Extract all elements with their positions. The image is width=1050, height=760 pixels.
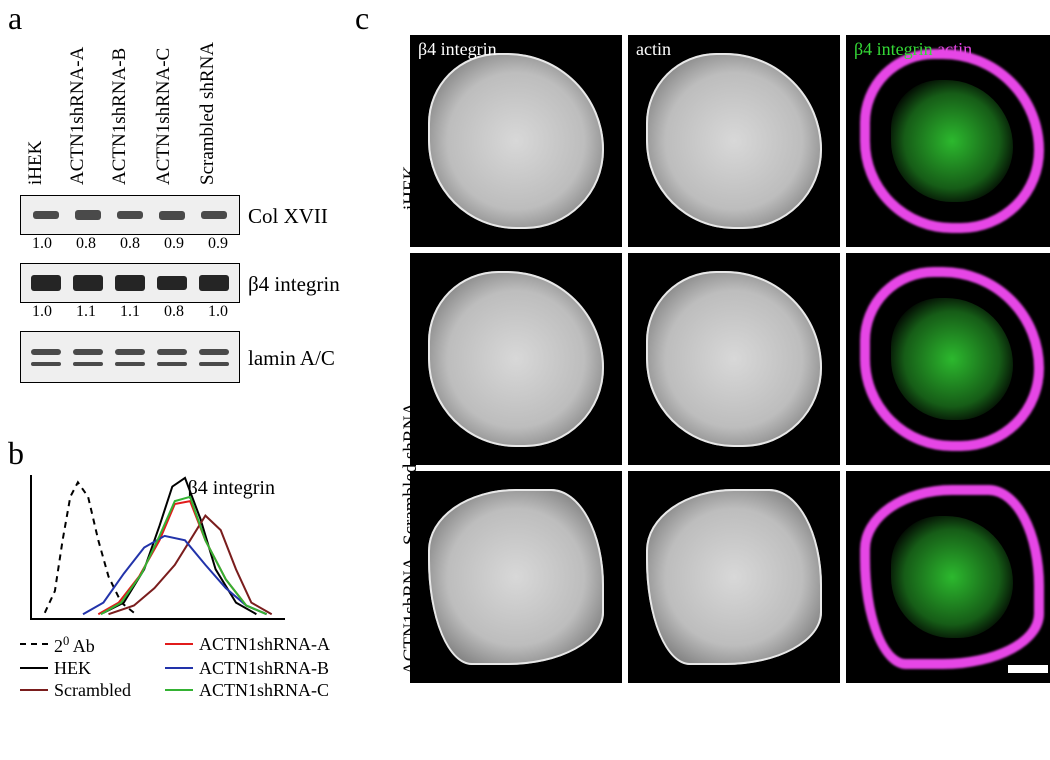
blot-band bbox=[31, 362, 61, 366]
legend-item: ACTN1shRNA-B bbox=[165, 657, 345, 679]
legend-swatch bbox=[165, 689, 193, 691]
blot-band bbox=[159, 211, 185, 220]
blot-band bbox=[73, 349, 103, 355]
legend-swatch bbox=[165, 667, 193, 669]
blot-label: lamin A/C bbox=[248, 346, 335, 371]
blot-band bbox=[73, 362, 103, 366]
microscopy-panel: actin bbox=[628, 35, 840, 247]
legend-label: ACTN1shRNA-A bbox=[199, 633, 330, 655]
blot-band bbox=[115, 275, 145, 291]
facs-legend: 20 Ab ACTN1shRNA-A HEK ACTN1shRNA-B Scramble… bbox=[20, 630, 345, 701]
blot-quant-value: 1.0 bbox=[32, 235, 52, 253]
microscopy-grid: β4 integrin actin β4 integrin actin bbox=[410, 35, 1050, 683]
legend-swatch bbox=[20, 689, 48, 691]
blot-band bbox=[31, 275, 61, 291]
blot-box bbox=[20, 195, 240, 235]
legend-label: ACTN1shRNA-B bbox=[199, 657, 329, 679]
facs-plot-frame: β4 integrin bbox=[30, 475, 285, 620]
microscopy-panel bbox=[628, 471, 840, 683]
legend-label: Scrambled bbox=[54, 679, 131, 701]
legend-item: HEK bbox=[20, 657, 165, 679]
blot-quant-value: 1.1 bbox=[120, 303, 140, 321]
blot-band bbox=[157, 276, 187, 290]
microscopy-panel bbox=[410, 253, 622, 465]
blot-band bbox=[199, 275, 229, 291]
legend-label: ACTN1shRNA-C bbox=[199, 679, 329, 701]
legend-label: 20 Ab bbox=[54, 630, 95, 657]
blot-band bbox=[33, 211, 59, 219]
blot-band bbox=[157, 349, 187, 355]
blot-band bbox=[117, 211, 143, 219]
lane-label: ACTN1shRNA-A bbox=[67, 47, 89, 185]
blot-box bbox=[20, 263, 240, 303]
lane-label: ACTN1shRNA-C bbox=[153, 48, 175, 185]
blot-quant-row: 1.0 0.8 0.8 0.9 0.9 bbox=[20, 235, 240, 253]
blot-colxvii-section: Col XVII1.00.80.80.90.9 bbox=[20, 195, 240, 253]
lane-label: ACTN1shRNA-B bbox=[109, 48, 131, 185]
blot-quant-value: 0.8 bbox=[76, 235, 96, 253]
legend-item: Scrambled bbox=[20, 679, 165, 701]
blot-lamin-section: lamin A/C bbox=[20, 331, 240, 383]
blot-quant-value: 1.0 bbox=[208, 303, 228, 321]
blot-b4integrin-section: β4 integrin1.01.11.10.81.0 bbox=[20, 263, 240, 321]
microscopy-panel bbox=[846, 253, 1050, 465]
microscopy-panel: β4 integrin actin bbox=[846, 35, 1050, 247]
legend-label: HEK bbox=[54, 657, 91, 679]
blot-band bbox=[199, 362, 229, 366]
legend-swatch bbox=[20, 643, 48, 645]
facs-curves-svg bbox=[32, 475, 287, 620]
microscopy-panel bbox=[846, 471, 1050, 683]
blot-label: β4 integrin bbox=[248, 272, 340, 297]
legend-item: ACTN1shRNA-C bbox=[165, 679, 345, 701]
blot-box bbox=[20, 331, 240, 383]
blot-band bbox=[31, 349, 61, 355]
legend-swatch bbox=[20, 667, 48, 669]
facs-curve bbox=[109, 516, 272, 615]
legend-item: ACTN1shRNA-A bbox=[165, 630, 345, 657]
scale-bar bbox=[1008, 665, 1048, 673]
facs-curve bbox=[98, 501, 266, 614]
microscopy-col-label: actin bbox=[636, 39, 671, 60]
blot-quant-value: 0.9 bbox=[164, 235, 184, 253]
lane-label: Scrambled shRNA bbox=[197, 42, 219, 185]
panel-letter-a: a bbox=[8, 0, 22, 37]
panel-letter-c: c bbox=[355, 0, 369, 37]
blot-band bbox=[157, 362, 187, 366]
microscopy-panel bbox=[628, 253, 840, 465]
lane-labels-container: iHEK ACTN1shRNA-A ACTN1shRNA-B ACTN1shRNA-C… bbox=[25, 30, 275, 190]
microscopy-panel bbox=[410, 471, 622, 683]
panel-letter-b: b bbox=[8, 435, 24, 472]
blot-quant-value: 0.8 bbox=[164, 303, 184, 321]
blot-band bbox=[201, 211, 227, 219]
legend-item: 20 Ab bbox=[20, 630, 165, 657]
blot-band bbox=[73, 275, 103, 291]
blot-quant-value: 0.9 bbox=[208, 235, 228, 253]
lane-label: iHEK bbox=[25, 141, 47, 185]
blot-band bbox=[199, 349, 229, 355]
blot-quant-value: 1.1 bbox=[76, 303, 96, 321]
microscopy-col-label: β4 integrin bbox=[418, 39, 497, 60]
facs-curve bbox=[101, 497, 267, 614]
legend-swatch bbox=[165, 643, 193, 645]
facs-curve bbox=[45, 482, 134, 613]
blot-band bbox=[115, 349, 145, 355]
blot-label: Col XVII bbox=[248, 204, 328, 229]
blot-quant-value: 0.8 bbox=[120, 235, 140, 253]
microscopy-panel: β4 integrin bbox=[410, 35, 622, 247]
microscopy-col-label-merge: β4 integrin actin bbox=[854, 39, 972, 60]
blot-band bbox=[75, 210, 101, 220]
blot-quant-row: 1.0 1.1 1.1 0.8 1.0 bbox=[20, 303, 240, 321]
blot-band bbox=[115, 362, 145, 366]
blot-quant-value: 1.0 bbox=[32, 303, 52, 321]
